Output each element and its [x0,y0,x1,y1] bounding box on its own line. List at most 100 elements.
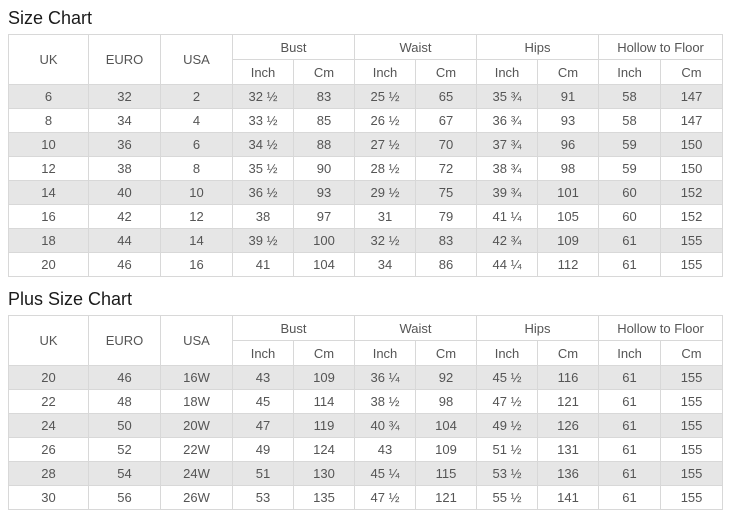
table-cell: 44 [88,228,161,253]
table-cell: 28 [8,461,89,486]
table-cell: 16W [160,365,233,390]
table-cell: 116 [537,365,600,390]
table-cell: 32 [88,84,161,109]
table-cell: 40 ¾ [354,413,417,438]
table-cell: 124 [292,437,356,462]
column-header-usa: USA [160,315,233,366]
table-cell: 119 [292,413,356,438]
header-row-groups: UK EURO USA Bust Waist Hips Hollow to Floor [8,34,724,85]
table-cell: 67 [415,108,478,133]
table-cell: 16 [160,252,233,277]
sub-header-waist-cm: Cm [415,59,478,85]
table-cell: 24 [8,413,89,438]
table-cell: 41 ¼ [476,204,539,229]
table-cell: 26 ½ [354,108,417,133]
sub-header-hollow-to-floor-cm: Cm [660,340,724,366]
table-cell: 155 [660,228,724,253]
plus-size-chart-table: UK EURO USA Bust Waist Hips Hollow to Floor Inc… [8,315,724,510]
table-cell: 60 [598,180,662,205]
table-cell: 34 [88,108,161,133]
table-cell: 155 [660,437,724,462]
table-cell: 58 [598,84,662,109]
table-cell: 33 ½ [232,108,294,133]
table-cell: 44 ¼ [476,252,539,277]
table-cell: 150 [660,132,724,157]
table-cell: 85 [292,108,356,133]
sub-header-waist-inch: Inch [354,59,417,85]
table-row: 30 56 26W 53 135 47 ½ 121 55 ½ 141 61 155 [8,485,724,510]
table-cell: 40 [88,180,161,205]
table-cell: 93 [292,180,356,205]
table-cell: 152 [660,204,724,229]
table-cell: 36 ¾ [476,108,539,133]
group-header-waist: Waist [354,315,478,341]
table-cell: 14 [160,228,233,253]
table-cell: 130 [292,461,356,486]
table-row: 8 34 4 33 ½ 85 26 ½ 67 36 ¾ 93 58 147 [8,108,724,133]
group-header-hips: Hips [476,34,600,60]
table-cell: 56 [88,485,161,510]
table-cell: 6 [8,84,89,109]
table-cell: 152 [660,180,724,205]
table-cell: 136 [537,461,600,486]
group-header-waist: Waist [354,34,478,60]
table-cell: 59 [598,132,662,157]
table-cell: 61 [598,389,662,414]
table-cell: 47 ½ [476,389,539,414]
table-row: 22 48 18W 45 114 38 ½ 98 47 ½ 121 61 155 [8,389,724,414]
table-row: 20 46 16W 43 109 36 ¼ 92 45 ½ 116 61 155 [8,365,724,390]
column-header-uk: UK [8,315,89,366]
table-cell: 126 [537,413,600,438]
table-cell: 46 [88,252,161,277]
table-cell: 59 [598,156,662,181]
column-header-euro: EURO [88,315,161,366]
table-cell: 32 ½ [354,228,417,253]
table-cell: 92 [415,365,478,390]
header-row-units: Inch Cm Inch Cm Inch Cm Inch Cm [9,340,724,366]
table-cell: 97 [292,204,356,229]
table-cell: 39 ½ [232,228,294,253]
table-cell: 31 [354,204,417,229]
table-cell: 75 [415,180,478,205]
table-cell: 61 [598,413,662,438]
sub-header-bust-cm: Cm [292,340,356,366]
table-cell: 155 [660,461,724,486]
sub-header-bust-inch: Inch [232,340,294,366]
plus-size-chart-section: Plus Size Chart UK EURO USA Bust Waist Hips Ho… [8,289,724,510]
table-cell: 90 [292,156,356,181]
table-cell: 83 [292,84,356,109]
table-cell: 55 ½ [476,485,539,510]
header-row-groups: UK EURO USA Bust Waist Hips Hollow to Floor [8,315,724,366]
table-cell: 45 ¼ [354,461,417,486]
table-cell: 20W [160,413,233,438]
table-cell: 60 [598,204,662,229]
table-row: 16 42 12 38 97 31 79 41 ¼ 105 60 152 [8,204,724,229]
table-cell: 109 [537,228,600,253]
table-cell: 155 [660,413,724,438]
group-header-hollow-to-floor: Hollow to Floor [598,315,724,341]
table-cell: 46 [88,365,161,390]
table-cell: 37 ¾ [476,132,539,157]
sub-header-bust-cm: Cm [292,59,356,85]
table-cell: 47 ½ [354,485,417,510]
table-cell: 100 [292,228,356,253]
table-cell: 121 [537,389,600,414]
table-cell: 36 ½ [232,180,294,205]
group-header-bust: Bust [231,34,356,60]
table-cell: 155 [660,365,724,390]
table-cell: 105 [537,204,600,229]
table-cell: 109 [415,437,478,462]
table-cell: 53 [232,485,294,510]
table-cell: 8 [160,156,233,181]
table-cell: 50 [88,413,161,438]
table-cell: 34 ½ [232,132,294,157]
table-cell: 155 [660,485,724,510]
table-cell: 4 [160,108,233,133]
table-cell: 79 [415,204,478,229]
sub-header-bust-inch: Inch [232,59,294,85]
table-cell: 22 [8,389,89,414]
table-cell: 51 [232,461,294,486]
table-cell: 18 [8,228,89,253]
table-cell: 26 [8,437,89,462]
table-cell: 114 [292,389,356,414]
